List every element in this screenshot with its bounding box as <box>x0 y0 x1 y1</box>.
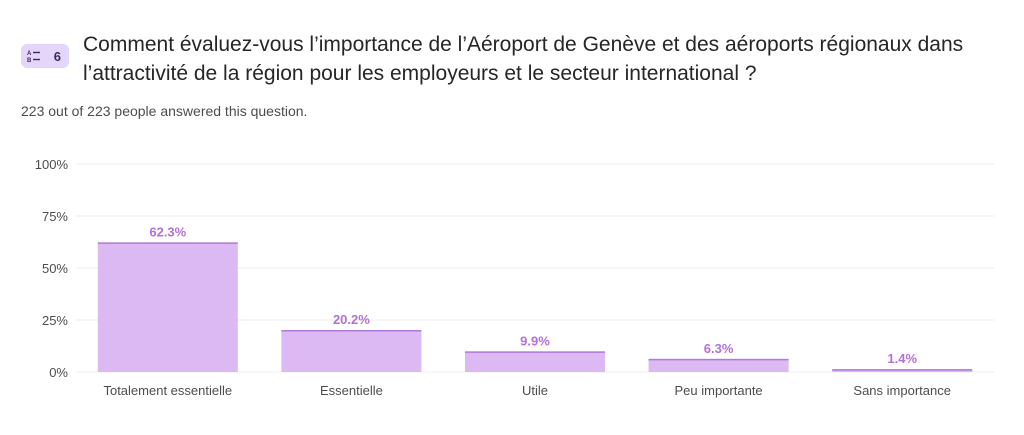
bar <box>97 242 238 372</box>
y-tick-label: 0% <box>49 365 68 380</box>
bar <box>281 329 422 372</box>
x-category-label: Utile <box>522 383 548 398</box>
answered-count: 223 out of 223 people answered this ques… <box>21 103 308 119</box>
question-number: 6 <box>53 48 61 64</box>
y-tick-label: 100% <box>35 157 69 172</box>
y-tick-label: 75% <box>42 209 68 224</box>
question-header: A B 6 Comment évaluez-vous l’importance … <box>21 30 983 88</box>
x-category-label: Essentielle <box>320 383 383 398</box>
svg-text:B: B <box>27 58 32 63</box>
bar-value-label: 1.4% <box>887 351 917 366</box>
bar-value-label: 20.2% <box>333 312 370 327</box>
x-category-label: Sans importance <box>853 383 951 398</box>
bar-value-label: 6.3% <box>704 341 734 356</box>
question-number-badge: A B 6 <box>21 44 69 68</box>
x-category-label: Totalement essentielle <box>103 383 232 398</box>
x-category-label: Peu importante <box>675 383 763 398</box>
y-tick-label: 25% <box>42 313 68 328</box>
multiple-choice-icon: A B <box>27 49 43 63</box>
question-title: Comment évaluez-vous l’importance de l’A… <box>83 33 964 85</box>
svg-text:A: A <box>27 51 32 57</box>
bar <box>648 358 789 372</box>
bar-value-label: 62.3% <box>149 224 186 239</box>
y-tick-label: 50% <box>42 261 68 276</box>
bar <box>465 351 605 372</box>
bar-value-label: 9.9% <box>520 333 550 348</box>
